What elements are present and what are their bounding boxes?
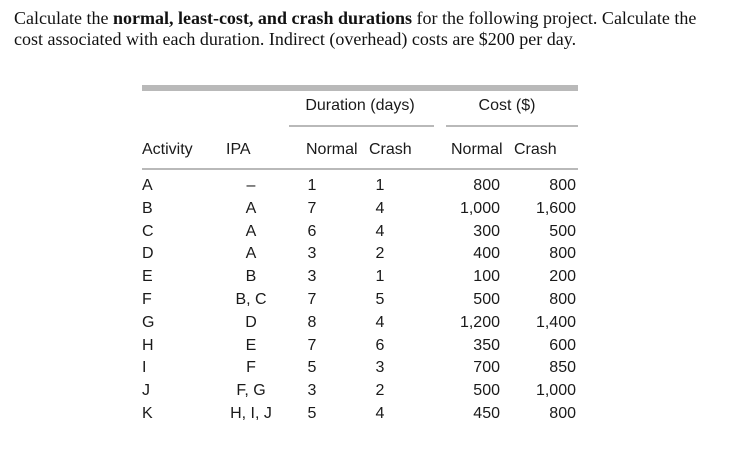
cell-ipa: F xyxy=(246,359,256,376)
cell-ipa: D xyxy=(245,314,257,331)
cell-cost-crash: 800 xyxy=(549,291,576,308)
cell-duration-normal: 3 xyxy=(307,245,317,262)
cell-cost-normal: 500 xyxy=(473,291,500,308)
cell-ipa: A xyxy=(245,223,257,240)
cell-duration-crash: 2 xyxy=(375,382,385,399)
cell-cost-crash: 600 xyxy=(549,337,576,354)
cell-duration-crash: 4 xyxy=(375,314,385,331)
header-duration-crash: Crash xyxy=(369,141,412,158)
group-rule-duration xyxy=(289,125,434,127)
cell-cost-crash: 200 xyxy=(549,268,576,285)
cell-activity: A xyxy=(142,177,153,194)
cell-activity: C xyxy=(142,223,154,240)
header-duration-group: Duration (days) xyxy=(305,97,415,114)
cell-duration-normal: 5 xyxy=(307,405,317,422)
cell-activity: J xyxy=(142,382,150,399)
cell-duration-normal: 1 xyxy=(307,177,317,194)
cell-cost-normal: 100 xyxy=(473,268,500,285)
cell-cost-normal: 450 xyxy=(473,405,500,422)
question-text: Calculate the normal, least-cost, and cr… xyxy=(14,8,714,50)
cell-duration-normal: 3 xyxy=(307,382,317,399)
cell-activity: D xyxy=(142,245,154,262)
cell-duration-crash: 6 xyxy=(375,337,385,354)
header-activity: Activity xyxy=(142,141,193,158)
cell-duration-normal: 3 xyxy=(307,268,317,285)
cell-ipa: – xyxy=(246,177,256,194)
group-rule-cost xyxy=(446,125,578,127)
cell-ipa: B, C xyxy=(235,291,267,308)
cell-duration-normal: 7 xyxy=(307,337,317,354)
question-part2: for the following project. Calculate the… xyxy=(14,8,697,49)
cell-duration-normal: 5 xyxy=(307,359,317,376)
header-rule xyxy=(142,168,578,170)
cell-cost-normal: 800 xyxy=(473,177,500,194)
top-rule xyxy=(142,85,578,91)
cell-cost-crash: 800 xyxy=(549,177,576,194)
cell-duration-normal: 7 xyxy=(307,291,317,308)
cell-duration-crash: 1 xyxy=(375,268,385,285)
header-cost-crash: Crash xyxy=(514,141,557,158)
cell-ipa: E xyxy=(245,337,257,354)
cell-activity: B xyxy=(142,200,153,217)
header-cost-normal: Normal xyxy=(451,141,503,158)
cell-cost-normal: 1,000 xyxy=(459,200,500,217)
cell-cost-crash: 500 xyxy=(549,223,576,240)
cell-duration-normal: 7 xyxy=(307,200,317,217)
cell-cost-normal: 500 xyxy=(473,382,500,399)
question-bold: normal, least-cost, and crash durations xyxy=(112,8,412,28)
cell-cost-normal: 300 xyxy=(473,223,500,240)
cell-cost-normal: 1,200 xyxy=(459,314,500,331)
cell-cost-normal: 350 xyxy=(473,337,500,354)
cell-activity: G xyxy=(142,314,155,331)
cell-duration-crash: 1 xyxy=(375,177,385,194)
cell-cost-crash: 1,600 xyxy=(535,200,576,217)
cell-duration-crash: 3 xyxy=(375,359,385,376)
question-part1: Calculate the xyxy=(14,8,113,28)
cell-cost-crash: 800 xyxy=(549,405,576,422)
cell-activity: H xyxy=(142,337,154,354)
cell-cost-normal: 700 xyxy=(473,359,500,376)
cell-activity: I xyxy=(142,359,147,376)
cell-ipa: A xyxy=(245,200,257,217)
cell-cost-crash: 1,000 xyxy=(535,382,576,399)
cell-ipa: F, G xyxy=(236,382,266,399)
cell-ipa: B xyxy=(245,268,257,285)
cell-duration-crash: 4 xyxy=(375,223,385,240)
cell-duration-normal: 6 xyxy=(307,223,317,240)
cell-activity: K xyxy=(142,405,153,422)
cell-ipa: H, I, J xyxy=(230,405,272,422)
cell-duration-crash: 4 xyxy=(375,200,385,217)
cell-duration-crash: 2 xyxy=(375,245,385,262)
cell-cost-crash: 800 xyxy=(549,245,576,262)
cell-cost-crash: 1,400 xyxy=(535,314,576,331)
cell-duration-crash: 4 xyxy=(375,405,385,422)
cell-activity: F xyxy=(142,291,152,308)
header-duration-normal: Normal xyxy=(306,141,358,158)
cell-duration-crash: 5 xyxy=(375,291,385,308)
header-ipa: IPA xyxy=(226,141,251,158)
cell-activity: E xyxy=(142,268,153,285)
cell-ipa: A xyxy=(245,245,257,262)
cell-duration-normal: 8 xyxy=(307,314,317,331)
cell-cost-crash: 850 xyxy=(549,359,576,376)
cell-cost-normal: 400 xyxy=(473,245,500,262)
header-cost-group: Cost ($) xyxy=(478,97,536,114)
